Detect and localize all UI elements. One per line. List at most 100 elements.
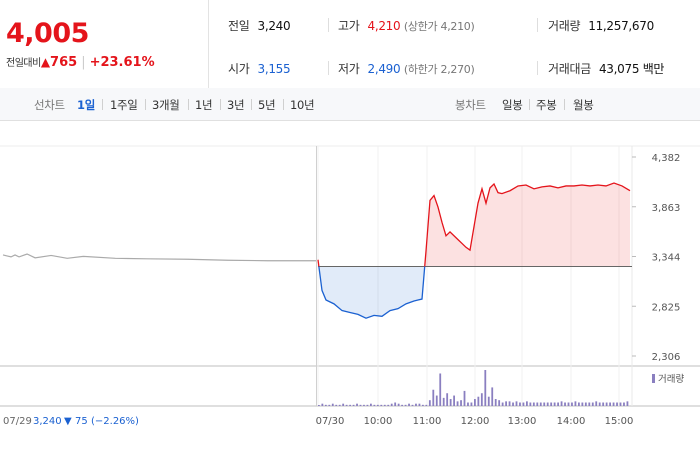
volume-bar (338, 404, 341, 406)
period-tab-3y[interactable]: 3년 (227, 98, 245, 112)
prev-day-pct: (−2.26%) (91, 416, 139, 427)
volume-bar (467, 402, 469, 406)
volume-bar (422, 404, 424, 406)
y-tick-label: 3,863 (652, 203, 681, 214)
price-box: 4,005 전일대비▲765 | +23.61% (0, 0, 209, 88)
candle-tab-weekly[interactable]: 주봉 (536, 98, 557, 112)
period-tab-10y[interactable]: 10년 (290, 98, 315, 112)
x-tick-label: 15:00 (605, 416, 634, 427)
volume-bar (404, 404, 407, 406)
price-change: 전일대비▲765 | +23.61% (6, 55, 155, 70)
volume-bar (494, 399, 497, 406)
price-line-down (318, 266, 426, 319)
volume-bar (508, 401, 511, 406)
change-amount: 765 (50, 55, 78, 70)
up-arrow-icon: ▲ (40, 55, 51, 69)
candle-tab-monthly[interactable]: 월봉 (573, 98, 594, 112)
volume-bar (591, 402, 594, 406)
volume-bar (446, 393, 449, 406)
volume-bar (453, 395, 455, 406)
candle-chart-label: 봉차트 (455, 98, 486, 112)
x-tick-label: 07/30 (316, 416, 345, 427)
volume-bar (331, 403, 334, 406)
volume-bar (397, 403, 400, 406)
volume-bar (501, 402, 504, 406)
volume-bar (584, 402, 587, 406)
price-line-up (317, 259, 320, 267)
volume-bar (390, 403, 393, 406)
volume-bar (626, 401, 629, 406)
stat-low: 저가 2,490 (하한가 2,270) (338, 62, 475, 76)
stat-amount: 거래대금 43,075 백만 (548, 62, 665, 76)
prev-day-close: 3,240 (33, 416, 62, 427)
volume-bar (425, 404, 428, 406)
y-tick-label: 2,306 (652, 352, 681, 363)
volume-bar (598, 402, 601, 406)
prev-day-change: 75 (75, 416, 88, 427)
volume-legend: 거래량 (658, 373, 684, 385)
volume-bar (415, 403, 417, 406)
volume-bar (543, 402, 546, 406)
stat-high: 고가 4,210 (상한가 4,210) (338, 19, 475, 33)
volume-bar (546, 402, 549, 406)
volume-bar (376, 404, 379, 406)
volume-bar (588, 402, 591, 406)
candle-tab-daily[interactable]: 일봉 (502, 98, 523, 112)
period-tab-1d[interactable]: 1일 (77, 98, 95, 112)
volume-bar (408, 403, 410, 406)
period-tab-1y[interactable]: 1년 (195, 98, 213, 112)
volume-bar (484, 370, 487, 406)
volume-bar (560, 401, 563, 406)
change-percent: +23.61% (89, 55, 155, 70)
above-close-area (424, 183, 630, 267)
volume-bar (557, 402, 559, 406)
volume-bar (477, 396, 480, 406)
volume-bar (550, 402, 553, 406)
volume-bar (328, 404, 331, 406)
volume-bar (442, 397, 445, 406)
volume-bar (578, 402, 580, 406)
period-tab-1w[interactable]: 1주일 (110, 98, 138, 112)
volume-bar (366, 404, 369, 406)
volume-bar (532, 402, 535, 406)
stat-prev-close: 전일 3,240 (228, 19, 291, 33)
x-tick-label: 14:00 (557, 416, 586, 427)
volume-bar (605, 402, 608, 406)
volume-bar (435, 395, 438, 406)
volume-bar (619, 402, 622, 406)
period-tab-5y[interactable]: 5년 (258, 98, 276, 112)
volume-bar (505, 401, 507, 406)
price-chart[interactable]: 4,382 3,863 3,344 2,825 2,306 07/30 10:00 11:0… (0, 120, 700, 450)
volume-bar (352, 404, 355, 406)
y-tick-label: 3,344 (652, 253, 681, 264)
volume-bar (380, 404, 383, 406)
volume-bar (373, 404, 376, 406)
volume-bar (609, 402, 611, 406)
stat-open: 시가 3,155 (228, 62, 291, 76)
volume-bar (401, 404, 403, 406)
volume-bar (487, 396, 490, 406)
volume-bar (491, 387, 494, 406)
prev-day-line (2, 253, 316, 262)
volume-bar (515, 401, 518, 406)
volume-bar (519, 402, 521, 406)
volume-bar (553, 402, 556, 406)
period-tab-3m[interactable]: 3개월 (152, 98, 180, 112)
x-tick-label: 10:00 (364, 416, 393, 427)
volume-bar (539, 402, 542, 406)
volume-bar (512, 402, 514, 406)
volume-bar (456, 401, 459, 406)
volume-bar (349, 404, 351, 406)
volume-bar (356, 403, 358, 406)
prev-day-arrow: ▼ (64, 416, 72, 427)
volume-bar (612, 402, 615, 406)
volume-bar (529, 402, 532, 406)
x-tick-label: 13:00 (508, 416, 537, 427)
volume-bar (581, 402, 584, 406)
x-tick-label: 11:00 (413, 416, 442, 427)
volume-bar (623, 402, 625, 406)
volume-bar (571, 402, 573, 406)
volume-bar (526, 401, 528, 406)
stat-volume: 거래량 11,257,670 (548, 19, 654, 33)
volume-bar (387, 404, 390, 406)
